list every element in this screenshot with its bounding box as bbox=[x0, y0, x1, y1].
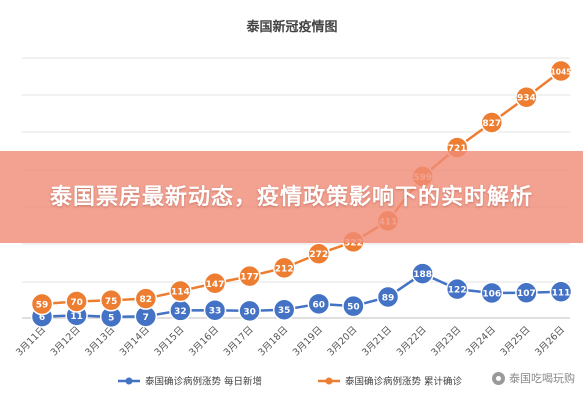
data-point bbox=[411, 262, 434, 285]
data-point bbox=[272, 298, 296, 321]
data-point bbox=[549, 59, 573, 83]
data-label: 7 bbox=[143, 313, 149, 323]
data-label: 50 bbox=[347, 303, 360, 313]
data-point bbox=[30, 292, 54, 316]
data-label: 30 bbox=[243, 307, 256, 317]
data-point bbox=[515, 281, 538, 304]
headline-banner: 泰国票房最新动态，疫情政策影响下的实时解析 bbox=[0, 151, 583, 243]
data-label: 122 bbox=[448, 286, 467, 296]
legend: 泰国确诊病例涨势 每日新增 泰国确诊病例涨势 累计确诊 bbox=[118, 376, 463, 388]
data-label: 35 bbox=[278, 306, 291, 316]
legend-label: 泰国确诊病例涨势 每日新增 bbox=[145, 376, 262, 388]
data-point bbox=[169, 279, 192, 303]
data-label: 1045 bbox=[551, 68, 572, 77]
data-label: 827 bbox=[482, 119, 501, 129]
data-point bbox=[65, 290, 88, 313]
data-label: 106 bbox=[482, 289, 501, 299]
data-point bbox=[376, 285, 400, 309]
data-point bbox=[272, 256, 296, 280]
data-label: 70 bbox=[70, 298, 83, 308]
data-label: 82 bbox=[140, 295, 153, 305]
data-label: 11 bbox=[70, 312, 83, 322]
data-label: 33 bbox=[209, 307, 222, 317]
data-point bbox=[342, 294, 365, 318]
data-label: 934 bbox=[517, 94, 536, 104]
data-label: 6 bbox=[39, 313, 45, 323]
data-point bbox=[99, 289, 123, 312]
watermark: 泰国吃喝玩购 bbox=[492, 370, 575, 386]
data-point bbox=[203, 272, 227, 295]
data-label: 89 bbox=[382, 293, 395, 303]
data-point bbox=[549, 280, 573, 304]
data-label: 111 bbox=[552, 288, 571, 298]
data-label: 5 bbox=[108, 313, 114, 323]
data-label: 60 bbox=[313, 300, 326, 310]
data-point bbox=[307, 292, 331, 316]
data-point bbox=[515, 85, 538, 109]
legend-label: 泰国确诊病例涨势 累计确诊 bbox=[345, 376, 463, 388]
data-label: 107 bbox=[517, 289, 536, 299]
data-label: 114 bbox=[171, 288, 190, 298]
wechat-icon bbox=[492, 371, 505, 385]
data-point bbox=[238, 264, 261, 288]
data-label: 32 bbox=[174, 307, 187, 317]
data-point bbox=[238, 299, 261, 323]
data-point bbox=[480, 281, 504, 305]
series-line bbox=[41, 272, 562, 319]
data-label: 322 bbox=[344, 238, 363, 248]
data-point bbox=[203, 298, 227, 322]
watermark-text: 泰国吃喝玩购 bbox=[509, 372, 575, 385]
data-point bbox=[445, 277, 469, 301]
data-point bbox=[480, 111, 504, 134]
data-point bbox=[134, 287, 158, 310]
data-label: 721 bbox=[448, 144, 467, 154]
data-label: 59 bbox=[36, 301, 49, 311]
legend-swatch-marker bbox=[325, 377, 333, 385]
series-line bbox=[41, 70, 562, 306]
data-label: 177 bbox=[240, 273, 259, 283]
data-point bbox=[307, 242, 331, 265]
series-layer: 6 11 5 7 32 33 30 35 60 50 89 188 122 106 107 111 59 70 75… bbox=[30, 59, 573, 329]
chart-title: 泰国新冠疫情图 bbox=[245, 19, 337, 35]
headline-text: 泰国票房最新动态，疫情政策影响下的实时解析 bbox=[49, 184, 533, 210]
data-label: 212 bbox=[275, 264, 294, 274]
data-label: 147 bbox=[206, 280, 225, 290]
data-label: 75 bbox=[105, 297, 118, 307]
data-label: 272 bbox=[309, 250, 328, 260]
legend-swatch-marker bbox=[125, 377, 133, 385]
data-label: 188 bbox=[413, 270, 432, 280]
